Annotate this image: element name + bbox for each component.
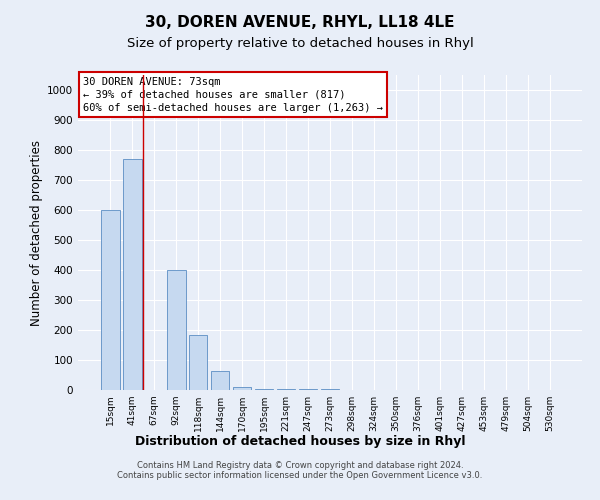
Text: Distribution of detached houses by size in Rhyl: Distribution of detached houses by size …: [135, 435, 465, 448]
Bar: [233, 387, 251, 390]
Bar: [123, 159, 142, 390]
Bar: [189, 334, 208, 390]
Bar: [299, 388, 317, 390]
Text: Contains HM Land Registry data © Crown copyright and database right 2024.
Contai: Contains HM Land Registry data © Crown c…: [118, 460, 482, 480]
Y-axis label: Number of detached properties: Number of detached properties: [30, 140, 43, 326]
Bar: [167, 270, 185, 390]
Bar: [277, 389, 295, 390]
Text: Size of property relative to detached houses in Rhyl: Size of property relative to detached ho…: [127, 38, 473, 51]
Bar: [211, 370, 229, 390]
Text: 30 DOREN AVENUE: 73sqm
← 39% of detached houses are smaller (817)
60% of semi-de: 30 DOREN AVENUE: 73sqm ← 39% of detached…: [83, 76, 383, 113]
Bar: [255, 388, 274, 390]
Bar: [101, 210, 119, 390]
Text: 30, DOREN AVENUE, RHYL, LL18 4LE: 30, DOREN AVENUE, RHYL, LL18 4LE: [145, 15, 455, 30]
